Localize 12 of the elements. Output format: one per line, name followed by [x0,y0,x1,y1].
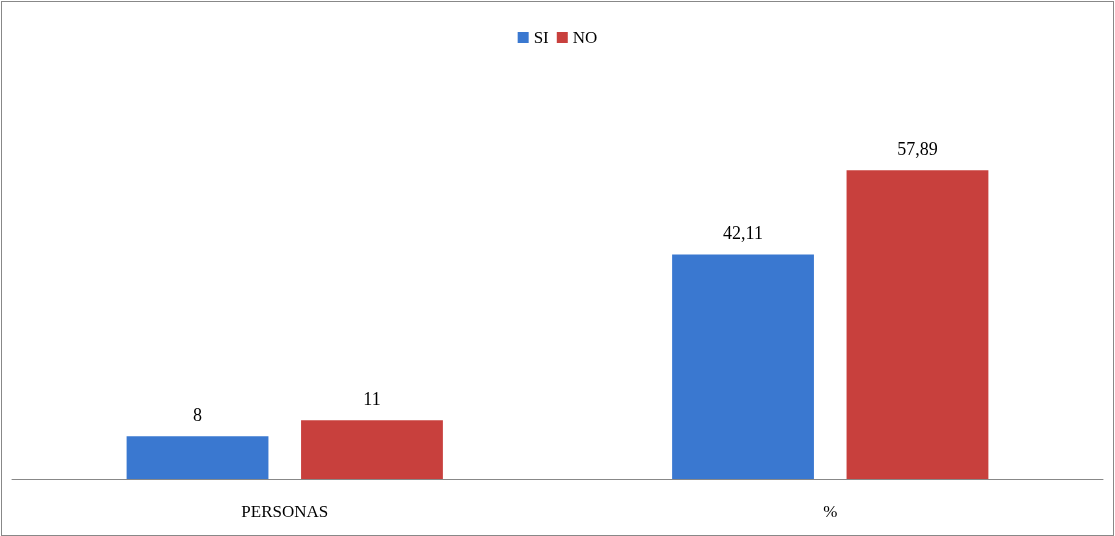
legend-label: NO [572,28,598,47]
x-tick-label: % [823,502,838,521]
data-label: 8 [193,405,203,426]
data-label: 42,11 [723,223,763,244]
x-tick-label: PERSONAS [241,502,329,521]
bar [126,436,269,479]
bar [301,420,443,479]
data-label: 57,89 [897,139,938,160]
bar [846,170,989,479]
data-label: 11 [363,389,381,410]
legend-label: SI [533,28,550,47]
bar [672,254,814,479]
